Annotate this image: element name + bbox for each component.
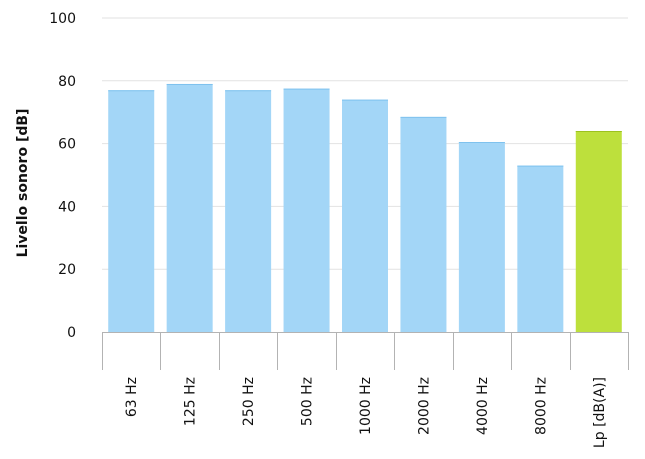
x-tick-label: Lp [dB(A)] bbox=[592, 377, 608, 448]
bar bbox=[517, 165, 564, 332]
y-tick-label: 0 bbox=[67, 325, 76, 341]
x-tick-label: 2000 Hz bbox=[416, 377, 432, 435]
bar bbox=[166, 83, 213, 332]
y-tick-labels: 0 20 40 60 80 100 bbox=[49, 11, 76, 341]
y-tick-label: 40 bbox=[58, 199, 76, 215]
x-tick-label: 4000 Hz bbox=[475, 377, 491, 435]
axes bbox=[102, 332, 629, 370]
x-tick-label: 125 Hz bbox=[183, 377, 199, 426]
x-tick-labels: 63 Hz 125 Hz 250 Hz 500 Hz 1000 Hz 2000 Hz 400… bbox=[124, 377, 608, 448]
x-tick-label: 500 Hz bbox=[300, 377, 316, 426]
x-tick-label: 1000 Hz bbox=[358, 377, 374, 435]
bar bbox=[108, 90, 155, 332]
bar bbox=[225, 90, 272, 332]
bar bbox=[283, 88, 330, 333]
x-tick-label: 8000 Hz bbox=[533, 377, 549, 435]
y-tick-label: 100 bbox=[49, 11, 76, 27]
x-tick-label: 250 Hz bbox=[241, 377, 257, 426]
bar bbox=[458, 142, 505, 332]
y-tick-label: 20 bbox=[58, 262, 76, 278]
bars bbox=[108, 83, 622, 333]
y-axis-label: Livello sonoro [dB] bbox=[15, 109, 31, 258]
y-tick-label: 60 bbox=[58, 137, 76, 153]
bar bbox=[575, 131, 622, 332]
bar bbox=[342, 99, 388, 332]
bar bbox=[400, 116, 447, 332]
y-tick-label: 80 bbox=[58, 74, 76, 90]
x-tick-label: 63 Hz bbox=[124, 377, 140, 417]
